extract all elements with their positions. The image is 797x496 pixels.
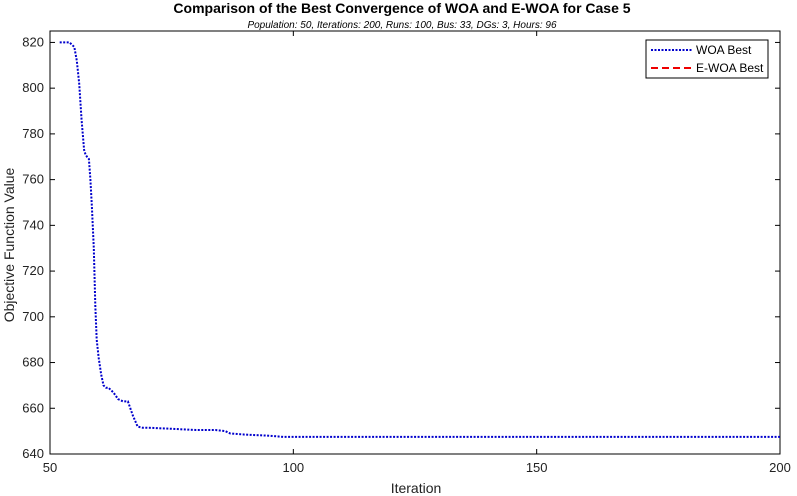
legend-entry-ewoa: E-WOA Best xyxy=(696,61,764,75)
tick-labels: 50 100 150 200 640 660 680 700 720 740 760 780 800 82… xyxy=(22,34,791,475)
y-tick-label: 760 xyxy=(22,172,44,187)
y-tick-label: 700 xyxy=(22,309,44,324)
x-tick-label: 100 xyxy=(282,460,304,475)
x-tick-label: 150 xyxy=(526,460,548,475)
y-tick-label: 780 xyxy=(22,126,44,141)
legend: WOA Best E-WOA Best xyxy=(645,39,769,79)
y-tick-label: 640 xyxy=(22,446,44,461)
legend-box xyxy=(645,39,769,79)
x-tick-label: 50 xyxy=(43,460,57,475)
series-line-woa xyxy=(59,41,780,438)
y-tick-label: 820 xyxy=(22,34,44,49)
legend-entry-woa: WOA Best xyxy=(696,43,752,57)
y-tick-label: 660 xyxy=(22,400,44,415)
plot-frame xyxy=(49,30,781,455)
chart-title: Comparison of the Best Convergence of WO… xyxy=(173,0,630,16)
axes xyxy=(49,30,781,455)
y-tick-label: 720 xyxy=(22,263,44,278)
y-tick-label: 740 xyxy=(22,217,44,232)
x-axis-label: Iteration xyxy=(391,480,442,496)
y-tick-label: 800 xyxy=(22,80,44,95)
chart-subtitle: Population: 50, Iterations: 200, Runs: 1… xyxy=(247,20,557,31)
x-tick-label: 200 xyxy=(769,460,791,475)
y-axis-label: Objective Function Value xyxy=(1,167,17,322)
y-tick-label: 680 xyxy=(22,355,44,370)
plot-lines xyxy=(59,41,780,438)
